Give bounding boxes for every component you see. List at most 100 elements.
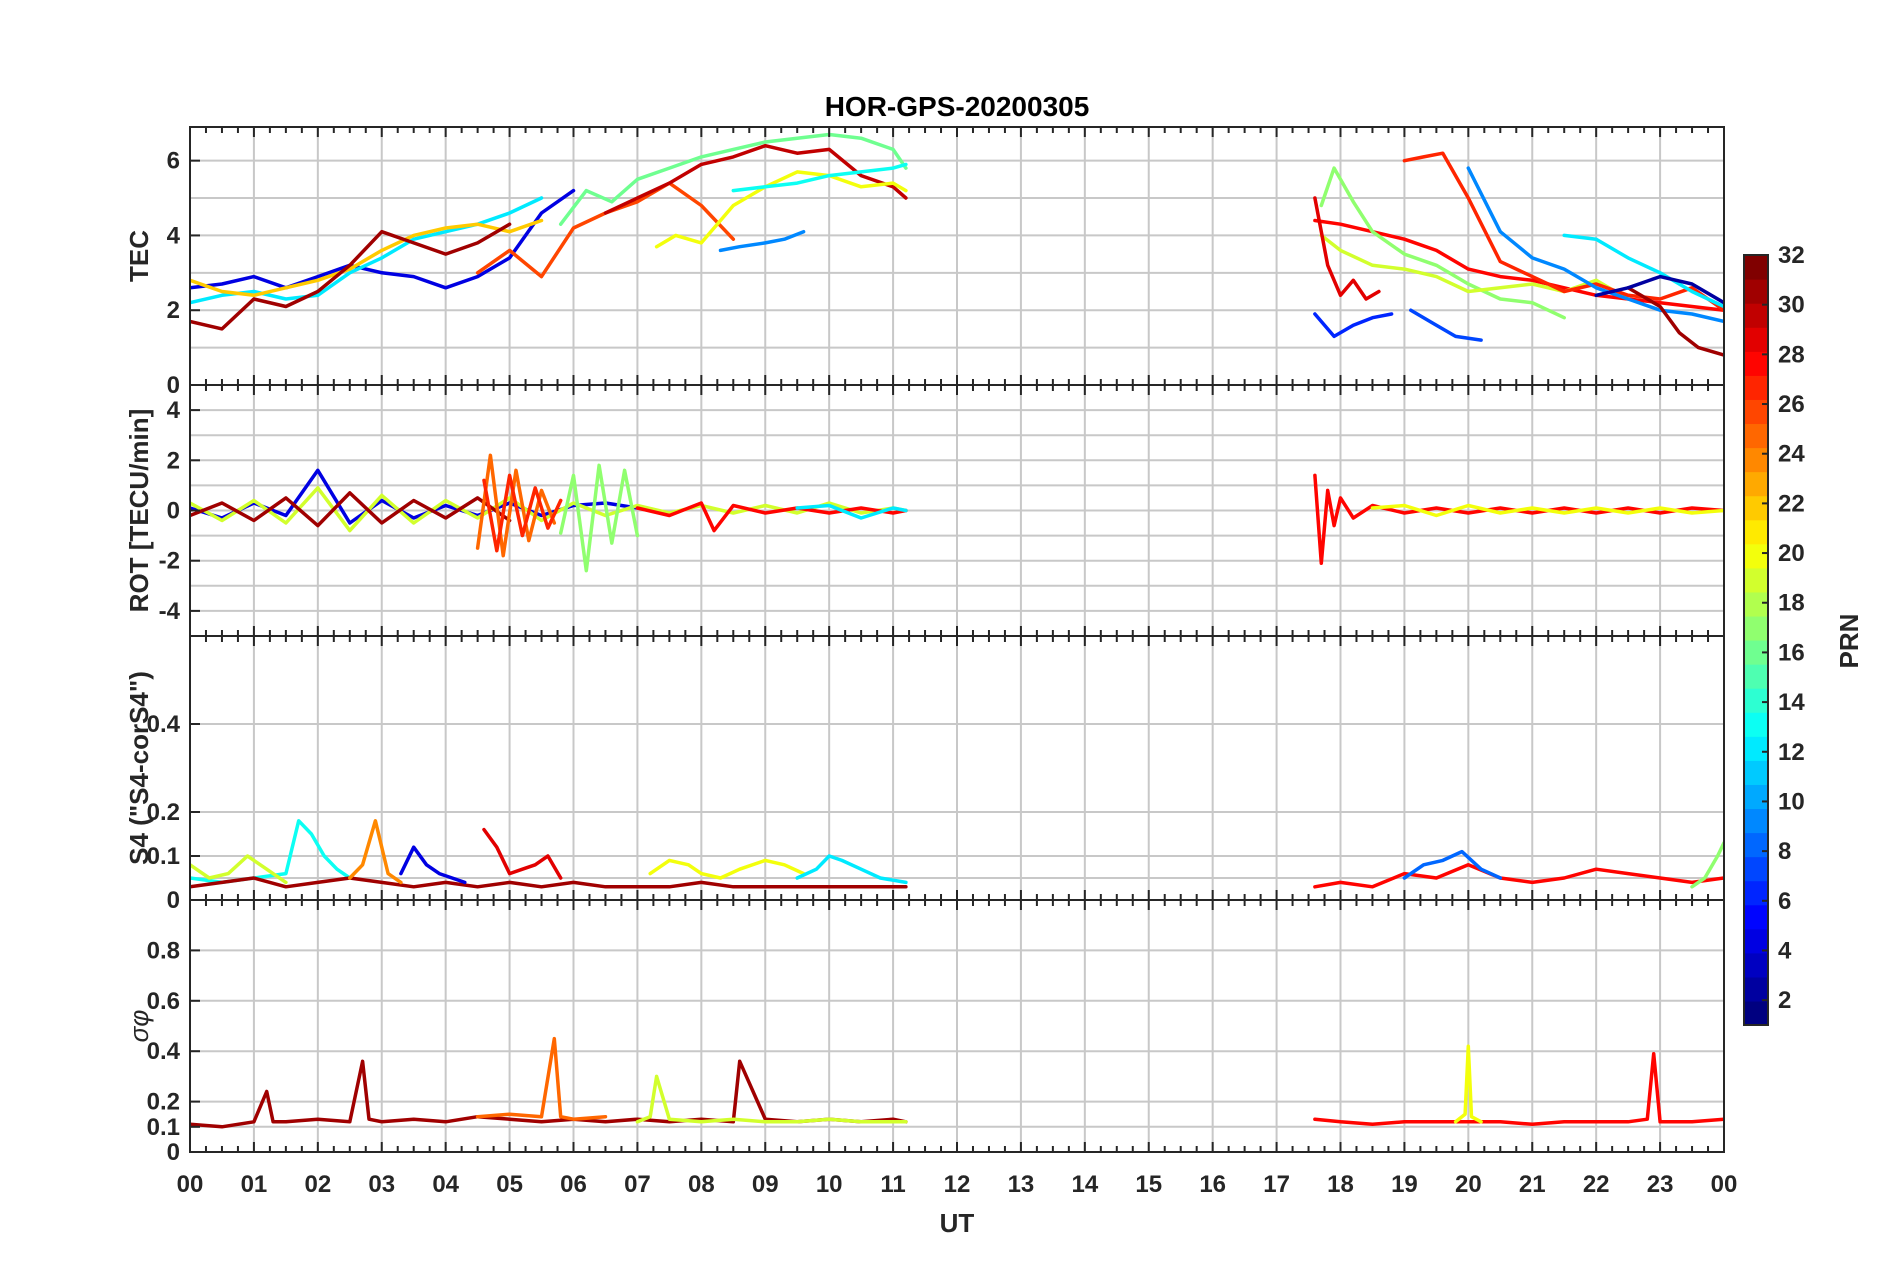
series-group — [190, 453, 1724, 573]
series-line-prn-29 — [1313, 196, 1381, 301]
y-tick-label: 0.4 — [147, 1038, 181, 1065]
colorbar-swatch — [1744, 928, 1768, 954]
series-line-prn-31 — [190, 491, 512, 528]
x-tick-label: 08 — [688, 1171, 715, 1198]
colorbar-tick-label: 28 — [1778, 341, 1805, 368]
colorbar-swatch — [1744, 832, 1768, 858]
series-line-prn-25 — [475, 453, 557, 558]
series-line-prn-13 — [731, 162, 908, 193]
x-axis-ticks: 00 01 02 03 04 05 06 07 08 09 10 11 12 13 14 15 16 17 18 19… — [177, 1171, 1738, 1198]
colorbar-tick-label: 8 — [1778, 838, 1791, 865]
colorbar-tick-label: 26 — [1778, 391, 1805, 418]
panel-4: 00.10.2 0.4 0.6 0.8 σφ — [124, 899, 1725, 1166]
series-line-prn-25 — [475, 1036, 608, 1121]
colorbar-swatch — [1744, 471, 1768, 497]
colorbar-swatch — [1744, 495, 1768, 521]
colorbar-swatch — [1744, 784, 1768, 810]
chart-title: HOR-GPS-20200305 — [825, 91, 1090, 122]
colorbar-swatch — [1744, 1000, 1768, 1026]
series-line-prn-17 — [1319, 166, 1566, 320]
y-tick-label: 0.1 — [147, 843, 180, 870]
y-axis-label: TEC — [124, 230, 154, 282]
series-line-prn-12 — [190, 196, 544, 305]
colorbar-swatch — [1744, 351, 1768, 376]
y-axis-label: σφ — [124, 1010, 154, 1043]
x-tick-label: 04 — [432, 1171, 459, 1198]
colorbar-swatch — [1744, 591, 1768, 617]
x-tick-label: 02 — [304, 1171, 331, 1198]
series-line-prn-20 — [1370, 503, 1724, 518]
colorbar-label: PRN — [1834, 614, 1864, 669]
x-tick-label: 12 — [944, 1171, 971, 1198]
colorbar-tick-label: 14 — [1778, 689, 1805, 716]
x-tick-label: 10 — [816, 1171, 843, 1198]
panel-1: 0 2 4 6 TEC — [124, 126, 1725, 399]
colorbar-swatch — [1744, 808, 1768, 834]
series-line-prn-27 — [1402, 151, 1724, 312]
series-line-prn-17 — [1690, 841, 1724, 889]
y-tick-label: 6 — [167, 148, 180, 175]
colorbar-swatch — [1744, 567, 1768, 593]
series-line-prn-12 — [795, 854, 908, 885]
y-tick-label: 0 — [167, 1139, 180, 1166]
colorbar-swatch — [1744, 904, 1768, 930]
y-tick-label: 0.1 — [147, 1114, 180, 1141]
x-tick-label: 03 — [368, 1171, 395, 1198]
x-tick-label: 07 — [624, 1171, 651, 1198]
x-tick-label: 00 — [177, 1171, 204, 1198]
y-tick-label: 0 — [167, 372, 180, 399]
series-line-prn-19 — [190, 854, 288, 885]
series-line-prn-20 — [654, 170, 908, 249]
y-axis-label: S4 ("S4-corS4") — [124, 671, 154, 865]
colorbar-tick-label: 30 — [1778, 292, 1805, 319]
series-line-prn-17 — [558, 463, 640, 573]
colorbar-tick-label: 20 — [1778, 540, 1805, 567]
x-tick-label: 06 — [560, 1171, 587, 1198]
colorbar-tick-label: 12 — [1778, 739, 1805, 766]
y-tick-label: 0.4 — [147, 711, 181, 738]
colorbar-swatch — [1744, 375, 1768, 400]
x-axis-title: UT — [940, 1208, 975, 1238]
series-line-prn-28 — [635, 501, 908, 533]
series-line-prn-31 — [190, 876, 908, 889]
colorbar-tick-label: 6 — [1778, 888, 1791, 915]
x-tick-label: 13 — [1008, 1171, 1035, 1198]
y-tick-label: -4 — [159, 598, 181, 625]
x-tick-label: 17 — [1263, 1171, 1290, 1198]
series-line-prn-22 — [190, 218, 544, 298]
series-line-prn-4 — [190, 188, 576, 290]
y-tick-label: 2 — [167, 297, 180, 324]
series-line-prn-8 — [1402, 849, 1503, 880]
series-line-prn-19 — [190, 486, 908, 533]
colorbar-tick-label: 16 — [1778, 639, 1805, 666]
colorbar-swatch — [1744, 447, 1768, 473]
x-tick-label: 16 — [1199, 1171, 1226, 1198]
colorbar-tick-label: 32 — [1778, 242, 1805, 269]
x-tick-label: 14 — [1071, 1171, 1098, 1198]
series-group — [190, 819, 1724, 889]
colorbar-swatch — [1744, 952, 1768, 978]
colorbar-swatch — [1744, 856, 1768, 882]
series-line-prn-2 — [1594, 274, 1724, 305]
colorbar-swatch — [1744, 664, 1768, 689]
colorbar-swatch — [1744, 543, 1768, 569]
colorbar-tick-label: 10 — [1778, 788, 1805, 815]
y-tick-label: 0.2 — [147, 1089, 180, 1116]
x-tick-label: 20 — [1455, 1171, 1482, 1198]
panel-2: -4 -2 0 2 4 ROT [TECU/min] — [124, 384, 1725, 637]
series-line-prn-20 — [648, 858, 806, 880]
series-line-prn-16 — [558, 132, 908, 226]
series-line-prn-9 — [718, 229, 806, 253]
colorbar-swatch — [1744, 712, 1768, 737]
series-line-prn-4 — [399, 845, 467, 885]
y-tick-label: 0 — [167, 498, 180, 525]
series-group — [190, 132, 1724, 357]
x-tick-label: 21 — [1519, 1171, 1546, 1198]
colorbar-swatch — [1744, 760, 1768, 785]
x-tick-label: 23 — [1647, 1171, 1674, 1198]
series-line-prn-28 — [1313, 1051, 1724, 1127]
series-line-prn-24 — [348, 819, 403, 885]
x-tick-label: 01 — [241, 1171, 268, 1198]
